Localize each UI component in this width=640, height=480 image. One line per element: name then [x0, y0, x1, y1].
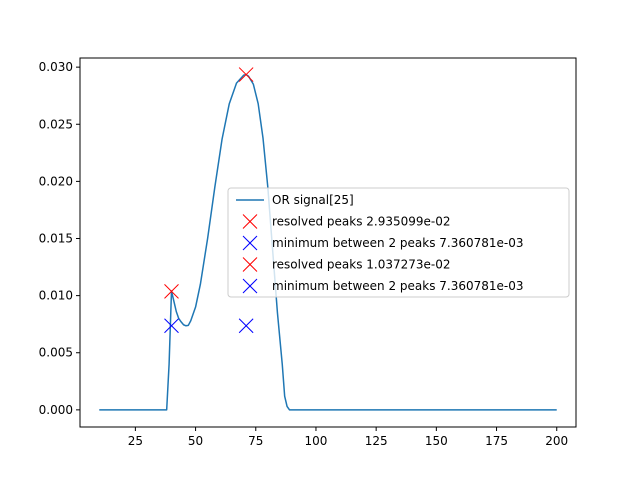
- y-tick-label: 0.025: [39, 117, 73, 131]
- marker-stroke: [242, 278, 258, 294]
- x-tick-label: 175: [485, 434, 508, 448]
- x-tick-label: 25: [128, 434, 143, 448]
- legend-entry-3: resolved peaks 1.037273e-02: [242, 257, 451, 272]
- marker-point-2: [164, 284, 179, 299]
- y-tick-label: 0.020: [39, 174, 73, 188]
- legend-entry-4: minimum between 2 peaks 7.360781e-03: [242, 278, 524, 294]
- y-tick-label: 0.015: [39, 232, 73, 246]
- x-tick-label: 150: [425, 434, 448, 448]
- x-tick-label: 100: [305, 434, 328, 448]
- marker-stroke: [238, 318, 254, 334]
- legend-label: OR signal[25]: [272, 193, 354, 207]
- plot-area: [99, 67, 557, 411]
- legend-box: [227, 187, 570, 298]
- legend-entry-1: resolved peaks 2.935099e-02: [242, 214, 451, 229]
- axes: 25 50 75 100 125 150 175 200 0.000 0.005 0.010 0.01…: [39, 57, 577, 448]
- marker-point-1: [238, 318, 254, 334]
- legend-label: minimum between 2 peaks 7.360781e-03: [272, 279, 524, 293]
- legend-entry-2: minimum between 2 peaks 7.360781e-03: [242, 235, 524, 251]
- legend-label: minimum between 2 peaks 7.360781e-03: [272, 236, 524, 250]
- series-line-0: [99, 73, 557, 411]
- marker-point-0: [238, 67, 254, 82]
- legend-x-swatch: [242, 257, 258, 272]
- marker-stroke: [164, 318, 179, 334]
- y-tick-label: 0.010: [39, 289, 73, 303]
- marker-point-3: [164, 318, 179, 334]
- axes-frame: [79, 57, 577, 428]
- legend: OR signal[25] resolved peaks 2.935099e-02…: [227, 187, 570, 298]
- marker-stroke: [242, 235, 258, 251]
- legend-entry-0: OR signal[25]: [236, 193, 354, 207]
- x-tick-label: 200: [545, 434, 568, 448]
- legend-label: resolved peaks 1.037273e-02: [272, 258, 451, 272]
- legend-x-swatch: [242, 214, 258, 229]
- marker-stroke: [164, 284, 179, 299]
- x-tick-label: 50: [188, 434, 203, 448]
- x-tick-label: 75: [248, 434, 263, 448]
- legend-x-swatch: [242, 278, 258, 294]
- y-tick-label: 0.030: [39, 60, 73, 74]
- legend-label: resolved peaks 2.935099e-02: [272, 215, 451, 229]
- legend-x-swatch: [242, 235, 258, 251]
- marker-stroke: [238, 67, 254, 82]
- x-tick-label: 125: [365, 434, 388, 448]
- marker-stroke: [242, 214, 258, 229]
- y-tick-label: 0.000: [39, 403, 73, 417]
- y-tick-label: 0.005: [39, 346, 73, 360]
- marker-stroke: [242, 257, 258, 272]
